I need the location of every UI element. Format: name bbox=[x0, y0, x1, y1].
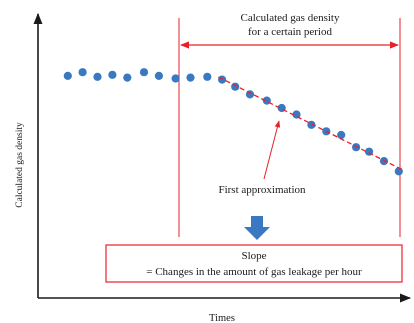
data-point bbox=[93, 72, 102, 81]
approximation-pointer bbox=[263, 120, 281, 180]
data-point bbox=[154, 71, 163, 80]
data-point bbox=[171, 74, 180, 83]
data-point bbox=[352, 143, 361, 152]
data-point bbox=[307, 120, 316, 129]
data-point bbox=[292, 110, 301, 119]
slope-title: Slope bbox=[241, 250, 266, 262]
data-point bbox=[108, 70, 117, 79]
slope-description: = Changes in the amount of gas leakage p… bbox=[146, 266, 362, 278]
period-label-line1: Calculated gas density bbox=[241, 12, 340, 24]
down-arrow-icon bbox=[244, 216, 270, 240]
first-approximation-line bbox=[218, 76, 403, 171]
slope-box bbox=[105, 244, 403, 283]
data-point bbox=[139, 68, 149, 77]
data-point bbox=[78, 68, 87, 77]
period-label-line2: for a certain period bbox=[248, 26, 332, 38]
data-point bbox=[337, 130, 346, 140]
data-point bbox=[186, 73, 195, 82]
data-point bbox=[123, 73, 132, 82]
data-point bbox=[203, 72, 212, 81]
data-point bbox=[63, 71, 72, 80]
data-point bbox=[231, 82, 240, 91]
data-points bbox=[63, 68, 403, 176]
approximation-label: First approximation bbox=[218, 184, 306, 196]
x-axis-label: Times bbox=[209, 313, 235, 323]
y-axis-label: Calculated gas density bbox=[15, 122, 25, 208]
